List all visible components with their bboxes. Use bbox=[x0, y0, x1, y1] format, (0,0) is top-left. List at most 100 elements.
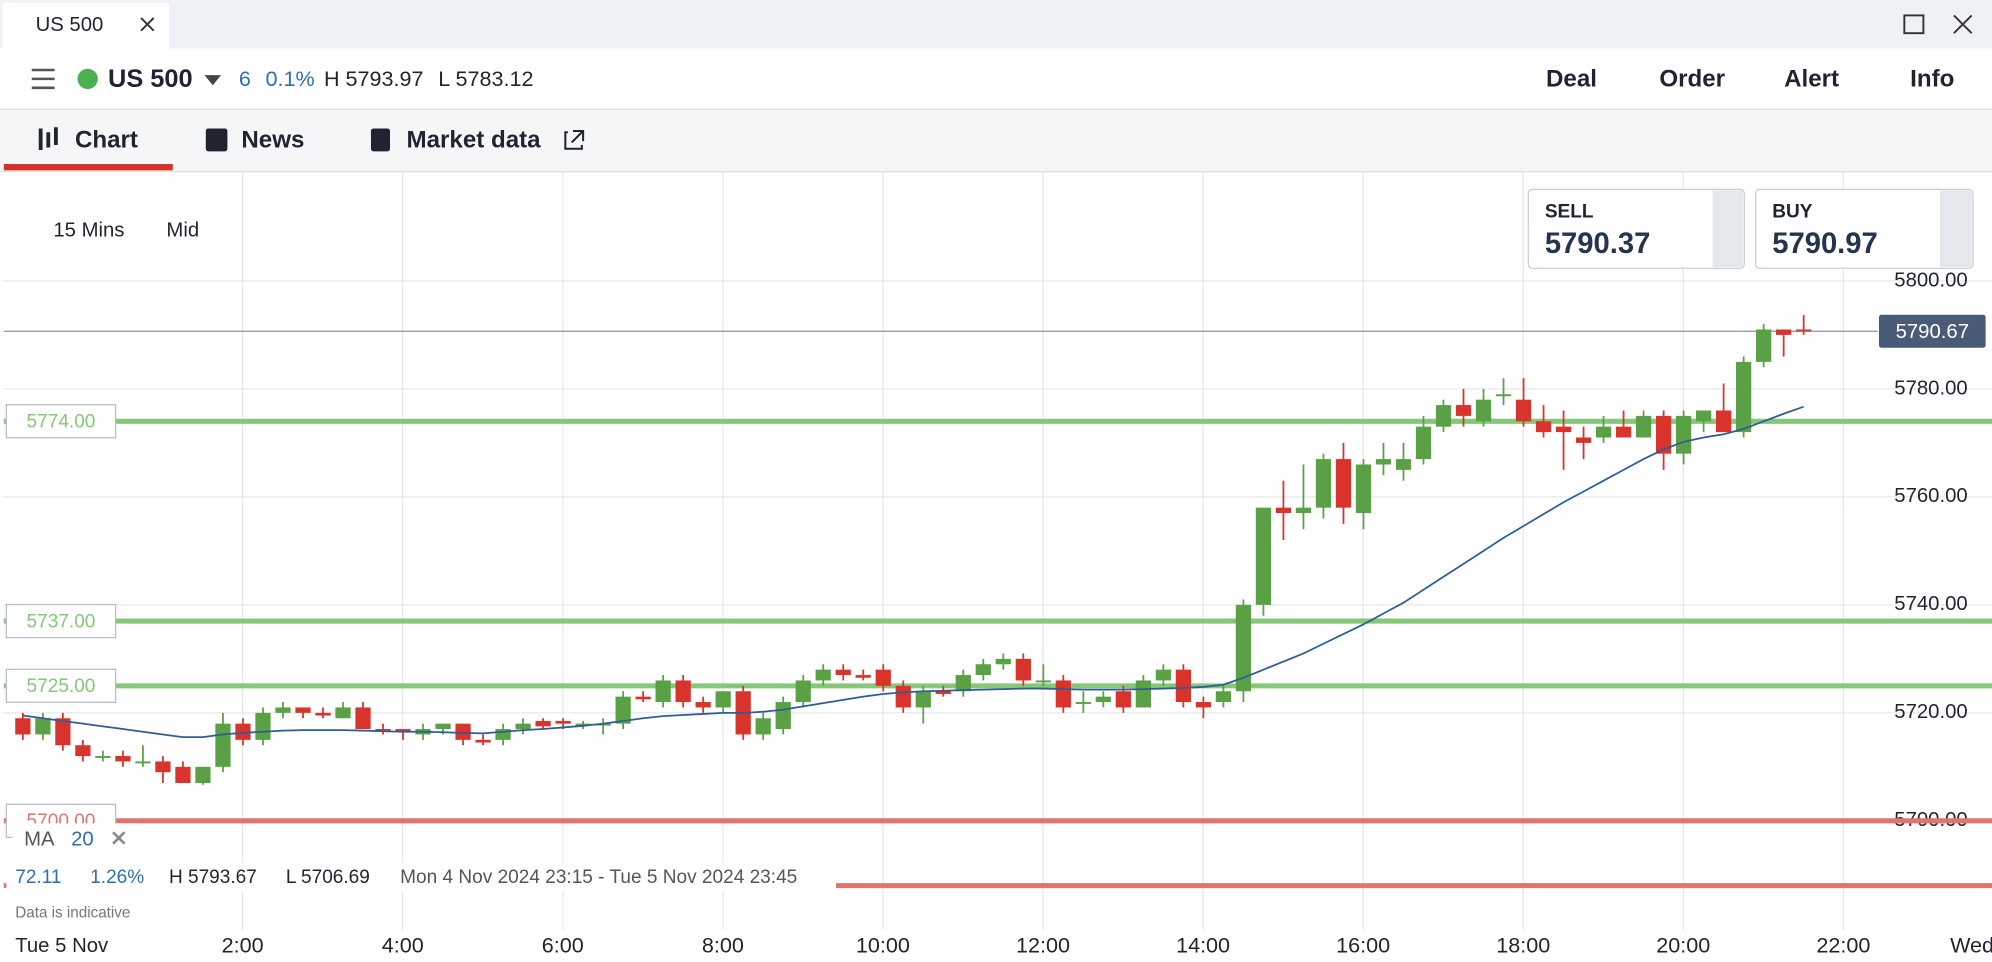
candle-body bbox=[1375, 459, 1392, 465]
candle-body bbox=[1796, 329, 1812, 332]
candle-body bbox=[1455, 405, 1472, 416]
menu-icon[interactable] bbox=[31, 68, 55, 90]
candle-body bbox=[75, 745, 91, 757]
candle-body bbox=[715, 691, 731, 708]
dropdown-icon[interactable] bbox=[204, 75, 222, 86]
x-tick-label: 22:00 bbox=[1816, 932, 1870, 957]
window-close-icon[interactable] bbox=[1953, 14, 1973, 34]
candle-body bbox=[315, 712, 331, 716]
candle-body bbox=[755, 718, 771, 735]
candle-body bbox=[775, 702, 791, 730]
candle-body bbox=[355, 707, 371, 730]
x-tick-label: 20:00 bbox=[1656, 932, 1710, 957]
x-tick-label: Wed bbox=[1950, 932, 1992, 957]
interval[interactable]: 15 Mins bbox=[53, 220, 124, 242]
candle-body bbox=[15, 718, 31, 735]
action[interactable]: Deal bbox=[1546, 66, 1597, 93]
indicator-remove[interactable] bbox=[112, 831, 126, 845]
nav-tab[interactable]: Market data bbox=[407, 127, 542, 154]
candle-body bbox=[1415, 426, 1432, 460]
candle-body bbox=[615, 696, 631, 724]
indicator-period: 20 bbox=[71, 828, 94, 850]
news-icon bbox=[205, 128, 228, 152]
candle-body bbox=[35, 718, 51, 735]
candle-body bbox=[295, 707, 311, 713]
x-tick-label: 12:00 bbox=[1016, 932, 1070, 957]
external-icon bbox=[564, 129, 585, 150]
candle-body bbox=[535, 720, 551, 727]
active-tab-indicator bbox=[3, 164, 173, 171]
candle-body bbox=[1395, 459, 1412, 470]
action[interactable]: Alert bbox=[1784, 66, 1839, 93]
buy-box[interactable] bbox=[1755, 188, 1974, 269]
candle-body bbox=[1776, 329, 1792, 335]
x-tick-label: 10:00 bbox=[856, 932, 910, 957]
candle-body bbox=[95, 756, 111, 758]
y-tick-label: 5760.00 bbox=[1894, 485, 1967, 507]
level-label: 5774.00 bbox=[27, 412, 96, 433]
candle-body bbox=[155, 761, 171, 773]
candle-body bbox=[55, 718, 71, 746]
candle-body bbox=[1575, 437, 1592, 443]
candle-body bbox=[895, 685, 911, 708]
candle-body bbox=[395, 729, 411, 732]
candle-body bbox=[1055, 680, 1071, 708]
sell-label: SELL bbox=[1545, 201, 1594, 222]
candle-body bbox=[1315, 459, 1332, 508]
candle-body bbox=[175, 766, 191, 784]
action[interactable]: Order bbox=[1659, 66, 1725, 93]
last-price-label: 5790.67 bbox=[1896, 321, 1969, 343]
candle-body bbox=[255, 712, 271, 740]
candle-body bbox=[215, 723, 231, 767]
candle-body bbox=[995, 658, 1011, 665]
candle-body bbox=[1535, 421, 1552, 433]
tab-bar bbox=[0, 0, 1992, 49]
candle-body bbox=[555, 720, 571, 724]
nav-tab[interactable]: News bbox=[241, 127, 304, 154]
candle-body bbox=[335, 707, 351, 719]
candle-body bbox=[1035, 680, 1051, 683]
x-tick-label: 16:00 bbox=[1336, 932, 1390, 957]
sell-box[interactable] bbox=[1527, 188, 1745, 269]
candle-body bbox=[1235, 604, 1252, 692]
candle-body bbox=[1095, 696, 1111, 703]
indicator-name: MA bbox=[24, 828, 55, 850]
candle-body bbox=[595, 723, 611, 726]
nav-tab[interactable]: Chart bbox=[75, 127, 138, 154]
plot: Tue 5 Nov 2:00 4:00 6:00 8:00 10:00 12:00 14:00… bbox=[3, 171, 1992, 957]
candle-body bbox=[955, 675, 971, 692]
candle-body bbox=[1635, 415, 1652, 438]
candle-body bbox=[435, 723, 451, 730]
summary-range: Mon 4 Nov 2024 23:15 - Tue 5 Nov 2024 23… bbox=[400, 867, 797, 888]
last-price-box bbox=[1878, 314, 1986, 348]
candle-body bbox=[1555, 426, 1572, 433]
candle-body bbox=[635, 696, 651, 700]
maximize-icon[interactable] bbox=[1903, 14, 1925, 35]
candle-body bbox=[875, 669, 891, 686]
candle-body bbox=[1175, 669, 1192, 703]
action[interactable]: Info bbox=[1910, 66, 1954, 93]
candle-body bbox=[655, 680, 671, 703]
data-note: Data is indicative bbox=[15, 905, 130, 922]
candle-body bbox=[935, 691, 951, 694]
summary-bg bbox=[6, 862, 836, 891]
close-icon[interactable] bbox=[140, 17, 155, 32]
candle-body bbox=[1275, 507, 1292, 514]
candle-body bbox=[1195, 702, 1212, 708]
window-tab[interactable] bbox=[2, 2, 169, 49]
x-tick-label: 18:00 bbox=[1496, 932, 1550, 957]
summary-change-pct: 1.26% bbox=[90, 867, 144, 888]
candle-body bbox=[1355, 464, 1372, 514]
candle-body bbox=[495, 729, 511, 740]
candle-body bbox=[1335, 459, 1352, 508]
level-label-box bbox=[5, 668, 117, 704]
candle-body bbox=[675, 680, 691, 703]
summary-change: 72.11 bbox=[15, 867, 61, 888]
x-tick-label: 2:00 bbox=[222, 932, 264, 957]
level-label: 5725.00 bbox=[27, 676, 96, 697]
candle-body bbox=[115, 756, 131, 762]
instrument[interactable]: US 500 bbox=[108, 65, 193, 93]
price-type[interactable]: Mid bbox=[166, 220, 199, 242]
